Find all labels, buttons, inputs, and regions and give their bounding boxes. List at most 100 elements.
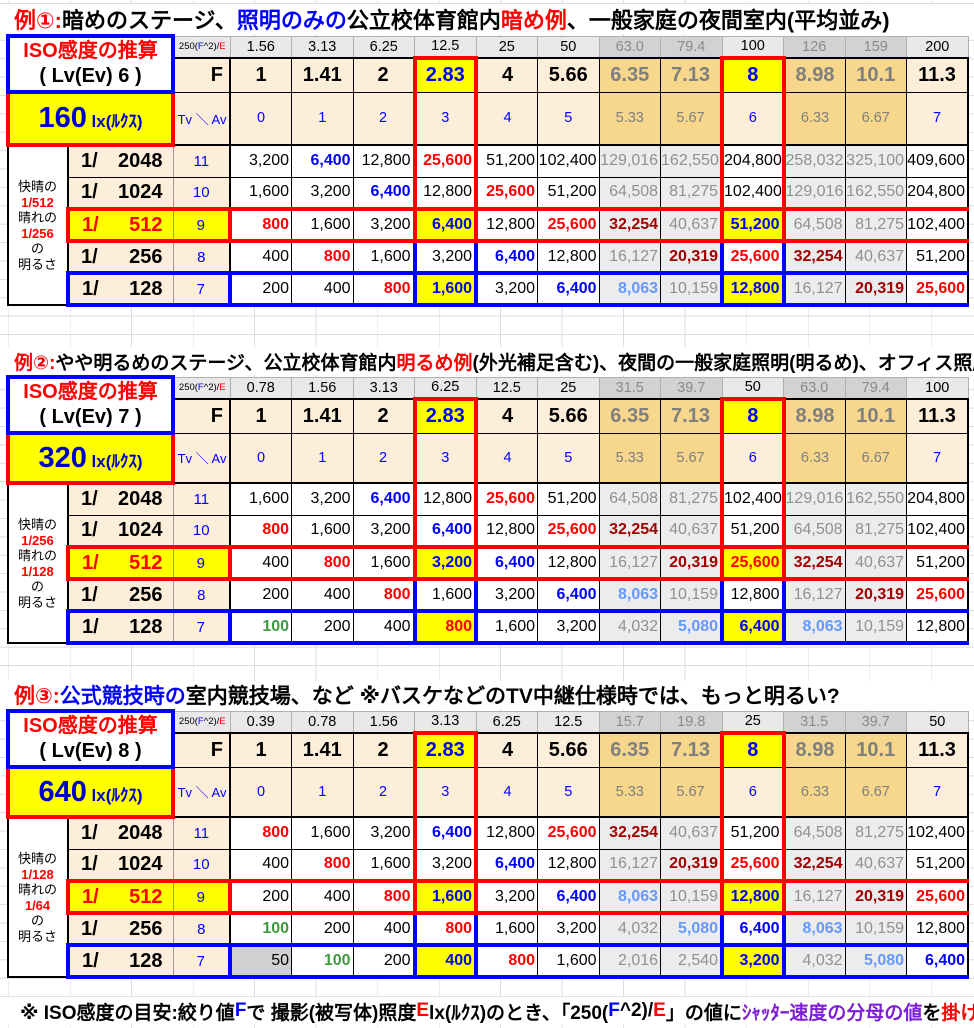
- iso-cell[interactable]: 81,275: [845, 817, 907, 849]
- iso-cell[interactable]: 3,200: [538, 611, 600, 643]
- ratio-header-cell[interactable]: 63.0: [599, 36, 661, 58]
- iso-cell[interactable]: 51,200: [722, 515, 784, 547]
- f-value-cell[interactable]: 10.1: [845, 399, 907, 433]
- iso-cell[interactable]: 32,254: [784, 547, 846, 579]
- f-value-cell[interactable]: 5.66: [538, 733, 600, 767]
- iso-cell[interactable]: 12,800: [476, 515, 538, 547]
- iso-cell[interactable]: 6,400: [476, 241, 538, 273]
- iso-cell[interactable]: 800: [476, 945, 538, 977]
- tv-av-label-cell[interactable]: Tv ＼ Av: [173, 767, 230, 817]
- ratio-header-cell[interactable]: 3.13: [292, 36, 354, 58]
- iso-cell[interactable]: 3,200: [292, 483, 354, 515]
- iso-cell[interactable]: 8,063: [784, 913, 846, 945]
- tv-av-label-cell[interactable]: Tv ＼ Av: [173, 92, 230, 145]
- ratio-header-cell[interactable]: 25: [476, 36, 538, 58]
- iso-cell[interactable]: 6,400: [538, 881, 600, 913]
- ratio-header-cell[interactable]: 0.78: [292, 711, 354, 733]
- iso-cell[interactable]: 6,400: [353, 177, 415, 209]
- iso-cell[interactable]: 800: [230, 515, 292, 547]
- iso-cell[interactable]: 1,600: [292, 209, 354, 241]
- iso-cell[interactable]: 3,200: [415, 547, 477, 579]
- iso-cell[interactable]: 100: [230, 611, 292, 643]
- iso-cell[interactable]: 6,400: [538, 579, 600, 611]
- iso-cell[interactable]: 32,254: [599, 209, 661, 241]
- iso-cell[interactable]: 200: [230, 579, 292, 611]
- f-value-cell[interactable]: 2.83: [415, 58, 477, 92]
- iso-cell[interactable]: 6,400: [907, 945, 969, 977]
- ratio-header-cell[interactable]: 50: [722, 377, 784, 399]
- iso-cell[interactable]: 5,080: [845, 945, 907, 977]
- iso-estimate-box[interactable]: ISO感度の推算( Lv(Ev) 8 ): [8, 711, 173, 767]
- av-value-cell[interactable]: 0: [230, 92, 292, 145]
- av-value-cell[interactable]: 6.67: [845, 92, 907, 145]
- iso-cell[interactable]: 51,200: [907, 547, 969, 579]
- ratio-header-cell[interactable]: 25: [538, 377, 600, 399]
- ratio-header-cell[interactable]: 12.5: [538, 711, 600, 733]
- iso-cell[interactable]: 800: [353, 881, 415, 913]
- f-value-cell[interactable]: 6.35: [599, 399, 661, 433]
- f-value-cell[interactable]: 7.13: [661, 733, 723, 767]
- iso-cell[interactable]: 40,637: [845, 241, 907, 273]
- iso-cell[interactable]: 1,600: [292, 817, 354, 849]
- iso-cell[interactable]: 4,032: [599, 611, 661, 643]
- iso-cell[interactable]: 1,600: [415, 579, 477, 611]
- iso-cell[interactable]: 12,800: [538, 241, 600, 273]
- av-value-cell[interactable]: 2: [353, 767, 415, 817]
- iso-cell[interactable]: 2,540: [661, 945, 723, 977]
- av-value-cell[interactable]: 6.67: [845, 433, 907, 483]
- av-value-cell[interactable]: 6.33: [784, 92, 846, 145]
- formula-header-cell[interactable]: 250(F^2)/E: [173, 36, 230, 58]
- iso-cell[interactable]: 40,637: [845, 849, 907, 881]
- iso-cell[interactable]: 200: [353, 945, 415, 977]
- ratio-header-cell[interactable]: 31.5: [599, 377, 661, 399]
- av-value-cell[interactable]: 2: [353, 433, 415, 483]
- iso-cell[interactable]: 64,508: [784, 515, 846, 547]
- f-value-cell[interactable]: 2: [353, 399, 415, 433]
- iso-cell[interactable]: 400: [353, 611, 415, 643]
- iso-cell[interactable]: 25,600: [538, 817, 600, 849]
- tv-av-label-cell[interactable]: Tv ＼ Av: [173, 433, 230, 483]
- iso-cell[interactable]: 102,400: [907, 515, 969, 547]
- f-value-cell[interactable]: 10.1: [845, 58, 907, 92]
- shutter-speed-cell[interactable]: 1/1024: [68, 515, 173, 547]
- iso-cell[interactable]: 800: [353, 579, 415, 611]
- iso-cell[interactable]: 25,600: [415, 145, 477, 177]
- iso-cell[interactable]: 12,800: [415, 483, 477, 515]
- av-value-cell[interactable]: 6: [722, 767, 784, 817]
- iso-cell[interactable]: 1,600: [353, 241, 415, 273]
- f-value-cell[interactable]: 2.83: [415, 399, 477, 433]
- shutter-speed-cell[interactable]: 1/512: [68, 547, 173, 579]
- iso-cell[interactable]: 1,600: [230, 483, 292, 515]
- iso-cell[interactable]: 40,637: [845, 547, 907, 579]
- f-value-cell[interactable]: 8.98: [784, 58, 846, 92]
- iso-cell[interactable]: 400: [292, 273, 354, 305]
- iso-cell[interactable]: 6,400: [415, 209, 477, 241]
- iso-cell[interactable]: 6,400: [353, 483, 415, 515]
- iso-cell[interactable]: 1,600: [476, 913, 538, 945]
- iso-cell[interactable]: 800: [292, 241, 354, 273]
- iso-cell[interactable]: 10,159: [661, 579, 723, 611]
- f-value-cell[interactable]: 1.41: [292, 399, 354, 433]
- iso-cell[interactable]: 8,063: [599, 273, 661, 305]
- iso-cell[interactable]: 32,254: [599, 817, 661, 849]
- ratio-header-cell[interactable]: 0.39: [230, 711, 292, 733]
- iso-cell[interactable]: 12,800: [538, 849, 600, 881]
- iso-cell[interactable]: 20,319: [661, 241, 723, 273]
- iso-cell[interactable]: 10,159: [661, 881, 723, 913]
- iso-cell[interactable]: 5,080: [661, 611, 723, 643]
- iso-cell[interactable]: 4,032: [784, 945, 846, 977]
- f-value-cell[interactable]: 8.98: [784, 733, 846, 767]
- formula-header-cell[interactable]: 250(F^2)/E: [173, 711, 230, 733]
- iso-cell[interactable]: 400: [230, 849, 292, 881]
- f-value-cell[interactable]: 8.98: [784, 399, 846, 433]
- av-value-cell[interactable]: 4: [476, 92, 538, 145]
- example-title-1[interactable]: 例①:暗めのステージ、照明のみの公立校体育館内暗め例、一般家庭の夜間室内(平均並…: [0, 4, 974, 34]
- tv-number-cell[interactable]: 10: [173, 849, 230, 881]
- iso-cell[interactable]: 25,600: [907, 881, 969, 913]
- iso-cell[interactable]: 51,200: [907, 849, 969, 881]
- ratio-header-cell[interactable]: 200: [907, 36, 969, 58]
- shutter-speed-cell[interactable]: 1/512: [68, 209, 173, 241]
- f-label-cell[interactable]: F: [173, 58, 230, 92]
- iso-cell[interactable]: 64,508: [599, 483, 661, 515]
- lux-box[interactable]: 160 lx(ﾙｸｽ): [8, 92, 173, 145]
